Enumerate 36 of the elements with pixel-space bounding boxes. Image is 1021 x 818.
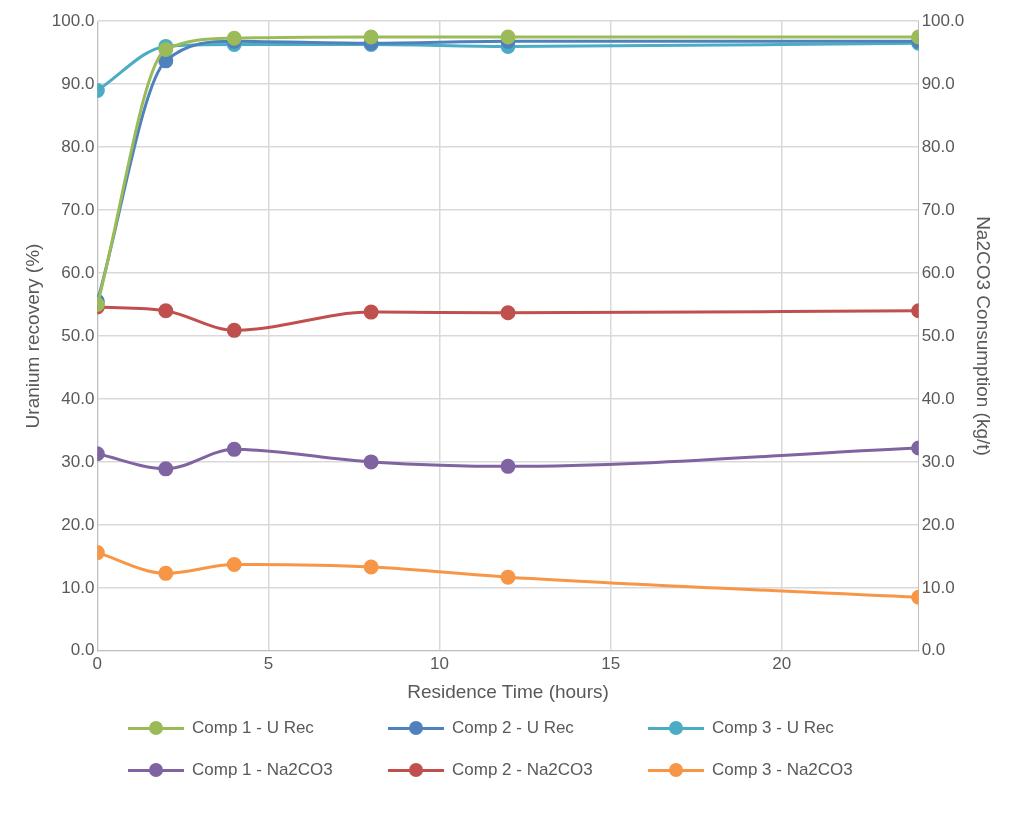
- legend-label: Comp 3 - U Rec: [712, 718, 834, 738]
- y-tick-label: 70.0: [61, 199, 95, 219]
- y2-tick-label: 60.0: [921, 262, 955, 282]
- x-tick-label: 20: [772, 653, 792, 673]
- x-tick-label: 15: [601, 653, 621, 673]
- y2-tick-label: 50.0: [921, 325, 955, 345]
- y-tick-label: 100.0: [51, 10, 95, 30]
- y2-tick-label: 10.0: [921, 577, 955, 597]
- legend-label: Comp 3 - Na2CO3: [712, 760, 853, 780]
- y2-tick-label: 70.0: [921, 199, 955, 219]
- y2-tick-label: 80.0: [921, 136, 955, 156]
- legend-label: Comp 1 - U Rec: [192, 718, 314, 738]
- y2-axis-title: Na2CO3 Consumption (kg/t): [973, 216, 995, 456]
- y2-tick-label: 90.0: [921, 73, 955, 93]
- x-tick-label: 10: [430, 653, 450, 673]
- y-tick-label: 90.0: [61, 73, 95, 93]
- y2-tick-label: 0.0: [921, 640, 946, 660]
- y2-tick-label: 20.0: [921, 514, 955, 534]
- y-axis-title: Uranium recovery (%): [21, 243, 43, 429]
- x-tick-label: 0: [92, 653, 103, 673]
- y2-tick-label: 30.0: [921, 451, 955, 471]
- y2-tick-label: 100.0: [921, 10, 965, 30]
- y-tick-label: 0.0: [70, 640, 95, 660]
- legend-label: Comp 2 - U Rec: [452, 718, 574, 738]
- y-tick-label: 20.0: [61, 514, 95, 534]
- y2-tick-label: 40.0: [921, 388, 955, 408]
- y-tick-label: 10.0: [61, 577, 95, 597]
- legend-label: Comp 2 - Na2CO3: [452, 760, 593, 780]
- y-tick-label: 30.0: [61, 451, 95, 471]
- y-tick-label: 60.0: [61, 262, 95, 282]
- y-tick-label: 50.0: [61, 325, 95, 345]
- x-tick-label: 5: [263, 653, 274, 673]
- legend-label: Comp 1 - Na2CO3: [192, 760, 333, 780]
- y-tick-label: 80.0: [61, 136, 95, 156]
- y-tick-label: 40.0: [61, 388, 95, 408]
- x-axis-title: Residence Time (hours): [407, 680, 609, 702]
